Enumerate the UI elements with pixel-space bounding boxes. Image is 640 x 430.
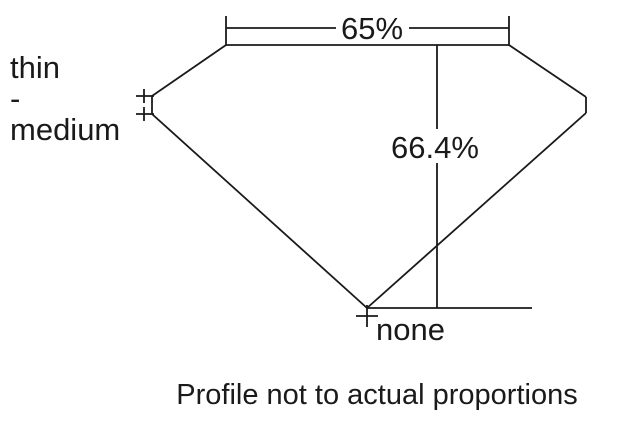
pavilion-left-line — [151, 113, 368, 309]
depth-measurement — [367, 45, 532, 309]
crown-right-line — [508, 44, 587, 98]
caption-text: Profile not to actual proportions — [176, 379, 577, 411]
girdle-tick-marks — [136, 89, 154, 121]
girdle-thickness-label: thin - medium — [10, 50, 120, 147]
culet-plus-mark — [356, 305, 378, 327]
diamond-outline — [151, 44, 587, 309]
crown-left-line — [151, 44, 227, 97]
pavilion-right-line — [366, 112, 587, 309]
culet-label: none — [376, 312, 445, 347]
table-percent-label: 65% — [341, 11, 403, 46]
depth-label-knockout — [386, 129, 485, 163]
girdle-label-line2: - — [10, 81, 20, 116]
depth-percent-label: 66.4% — [391, 130, 479, 165]
girdle-label-line3: medium — [10, 112, 120, 147]
table-label-knockout — [336, 13, 409, 43]
girdle-label-line1: thin — [10, 50, 60, 85]
